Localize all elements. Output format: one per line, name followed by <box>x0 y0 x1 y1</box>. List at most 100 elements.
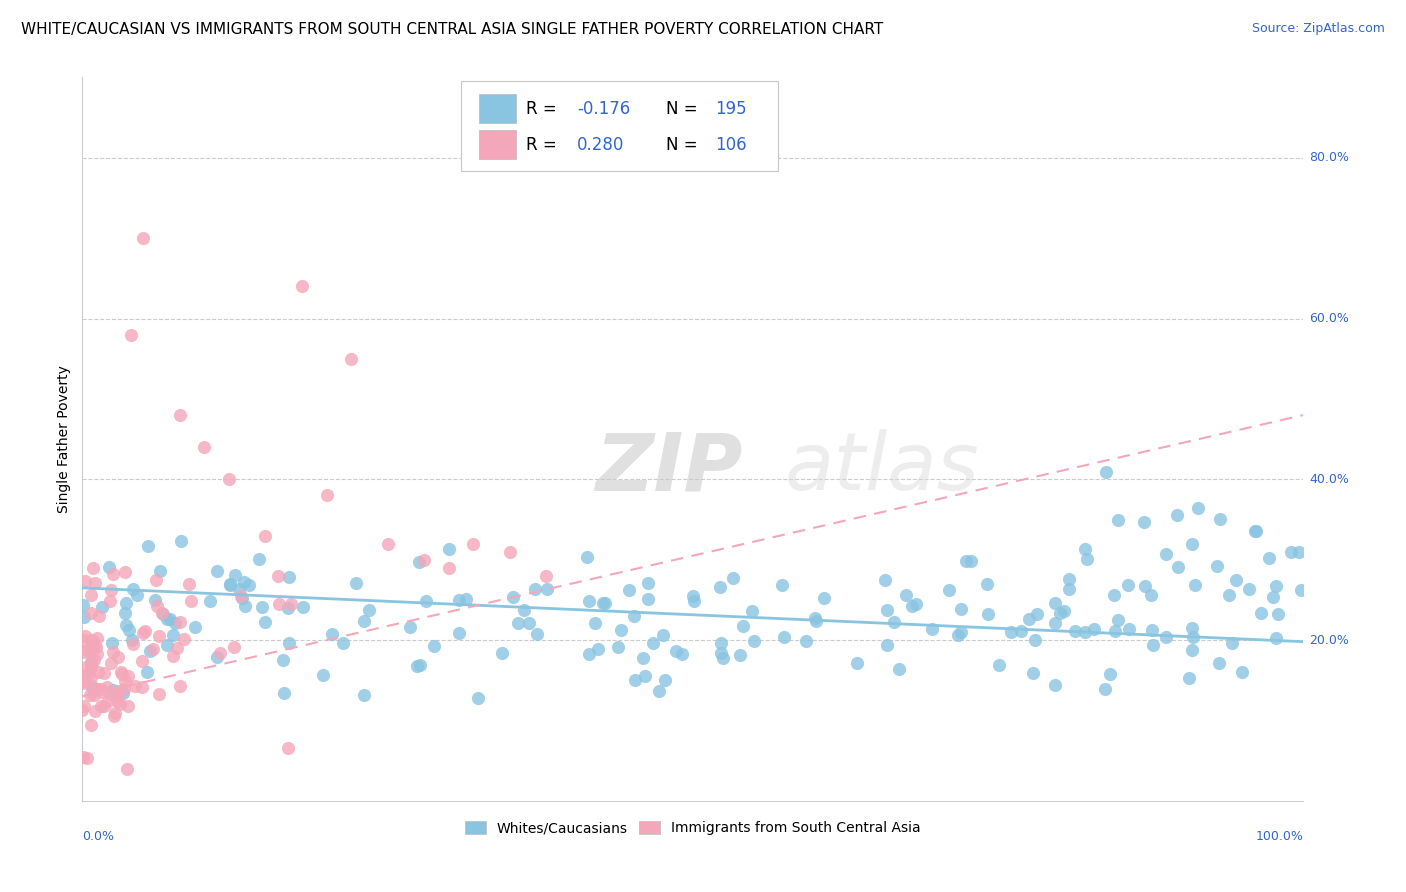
Text: 40.0%: 40.0% <box>1309 473 1350 486</box>
Point <box>98 594 121 608</box>
Point <box>536 569 558 583</box>
Point <box>72 674 94 689</box>
Point <box>1178 671 1201 685</box>
Point <box>273 686 295 700</box>
Point <box>652 628 675 642</box>
Point <box>97 694 120 708</box>
Point <box>110 665 132 680</box>
Point <box>523 582 546 596</box>
Point <box>73 633 96 648</box>
Point <box>415 594 437 608</box>
Point <box>1237 582 1260 597</box>
Point <box>165 616 187 631</box>
Point <box>353 688 375 702</box>
Point <box>1257 551 1279 566</box>
Point <box>406 659 429 673</box>
Point <box>905 597 928 611</box>
Point <box>813 591 835 605</box>
Point <box>79 661 101 675</box>
Point <box>437 560 460 574</box>
Point <box>508 615 530 630</box>
Point <box>280 597 302 611</box>
Point <box>711 651 734 665</box>
Point <box>219 577 242 591</box>
Point <box>803 610 825 624</box>
Point <box>631 650 654 665</box>
Point <box>1208 656 1230 670</box>
Point <box>115 596 138 610</box>
Point <box>1140 624 1163 638</box>
Point <box>1116 578 1139 592</box>
Point <box>1279 544 1302 558</box>
Text: 60.0%: 60.0% <box>1309 312 1350 325</box>
Text: 0.280: 0.280 <box>576 136 624 153</box>
Point <box>1010 624 1032 638</box>
Point <box>900 599 922 614</box>
Point <box>112 681 135 696</box>
Point <box>1225 573 1247 587</box>
Point <box>408 555 430 569</box>
Point <box>131 654 153 668</box>
Point <box>80 645 103 659</box>
Point <box>883 615 905 629</box>
Point <box>169 408 191 422</box>
Point <box>960 554 983 568</box>
Text: -0.176: -0.176 <box>576 100 630 118</box>
Point <box>1187 500 1209 515</box>
Point <box>82 681 104 695</box>
Point <box>103 566 125 581</box>
Point <box>124 679 146 693</box>
Point <box>1167 559 1189 574</box>
Point <box>513 603 536 617</box>
Point <box>606 640 628 655</box>
Point <box>149 564 172 578</box>
Point <box>142 641 165 656</box>
Text: ZIP: ZIP <box>595 429 742 507</box>
Point <box>231 589 253 603</box>
Point <box>83 689 105 703</box>
Point <box>773 630 796 644</box>
Point <box>987 657 1010 672</box>
Point <box>205 649 228 664</box>
Point <box>79 657 101 671</box>
FancyBboxPatch shape <box>461 81 779 171</box>
Point <box>291 279 314 293</box>
Point <box>238 578 260 592</box>
Point <box>671 647 693 661</box>
Point <box>104 706 127 721</box>
FancyBboxPatch shape <box>479 94 516 123</box>
Point <box>946 628 969 642</box>
Text: R =: R = <box>526 136 561 153</box>
Point <box>90 699 112 714</box>
Point <box>876 602 898 616</box>
Point <box>315 488 337 502</box>
Point <box>82 633 104 648</box>
Point <box>117 698 139 713</box>
Point <box>169 680 191 694</box>
Point <box>79 688 101 702</box>
Point <box>114 566 136 580</box>
Point <box>73 574 96 589</box>
Point <box>399 620 422 634</box>
Point <box>89 609 111 624</box>
Point <box>228 582 250 596</box>
Point <box>131 680 153 694</box>
Text: N =: N = <box>666 136 703 153</box>
Point <box>1102 588 1125 602</box>
Point <box>359 603 381 617</box>
Point <box>110 697 132 711</box>
Point <box>938 582 960 597</box>
Point <box>1083 622 1105 636</box>
Point <box>148 629 170 643</box>
Point <box>1074 624 1097 639</box>
FancyBboxPatch shape <box>479 130 516 159</box>
Point <box>637 575 659 590</box>
Point <box>145 573 167 587</box>
Point <box>536 582 558 596</box>
Point <box>266 569 288 583</box>
Text: Source: ZipAtlas.com: Source: ZipAtlas.com <box>1251 22 1385 36</box>
Point <box>73 698 96 713</box>
Point <box>277 570 299 584</box>
Point <box>1094 681 1116 696</box>
Point <box>1074 541 1097 556</box>
